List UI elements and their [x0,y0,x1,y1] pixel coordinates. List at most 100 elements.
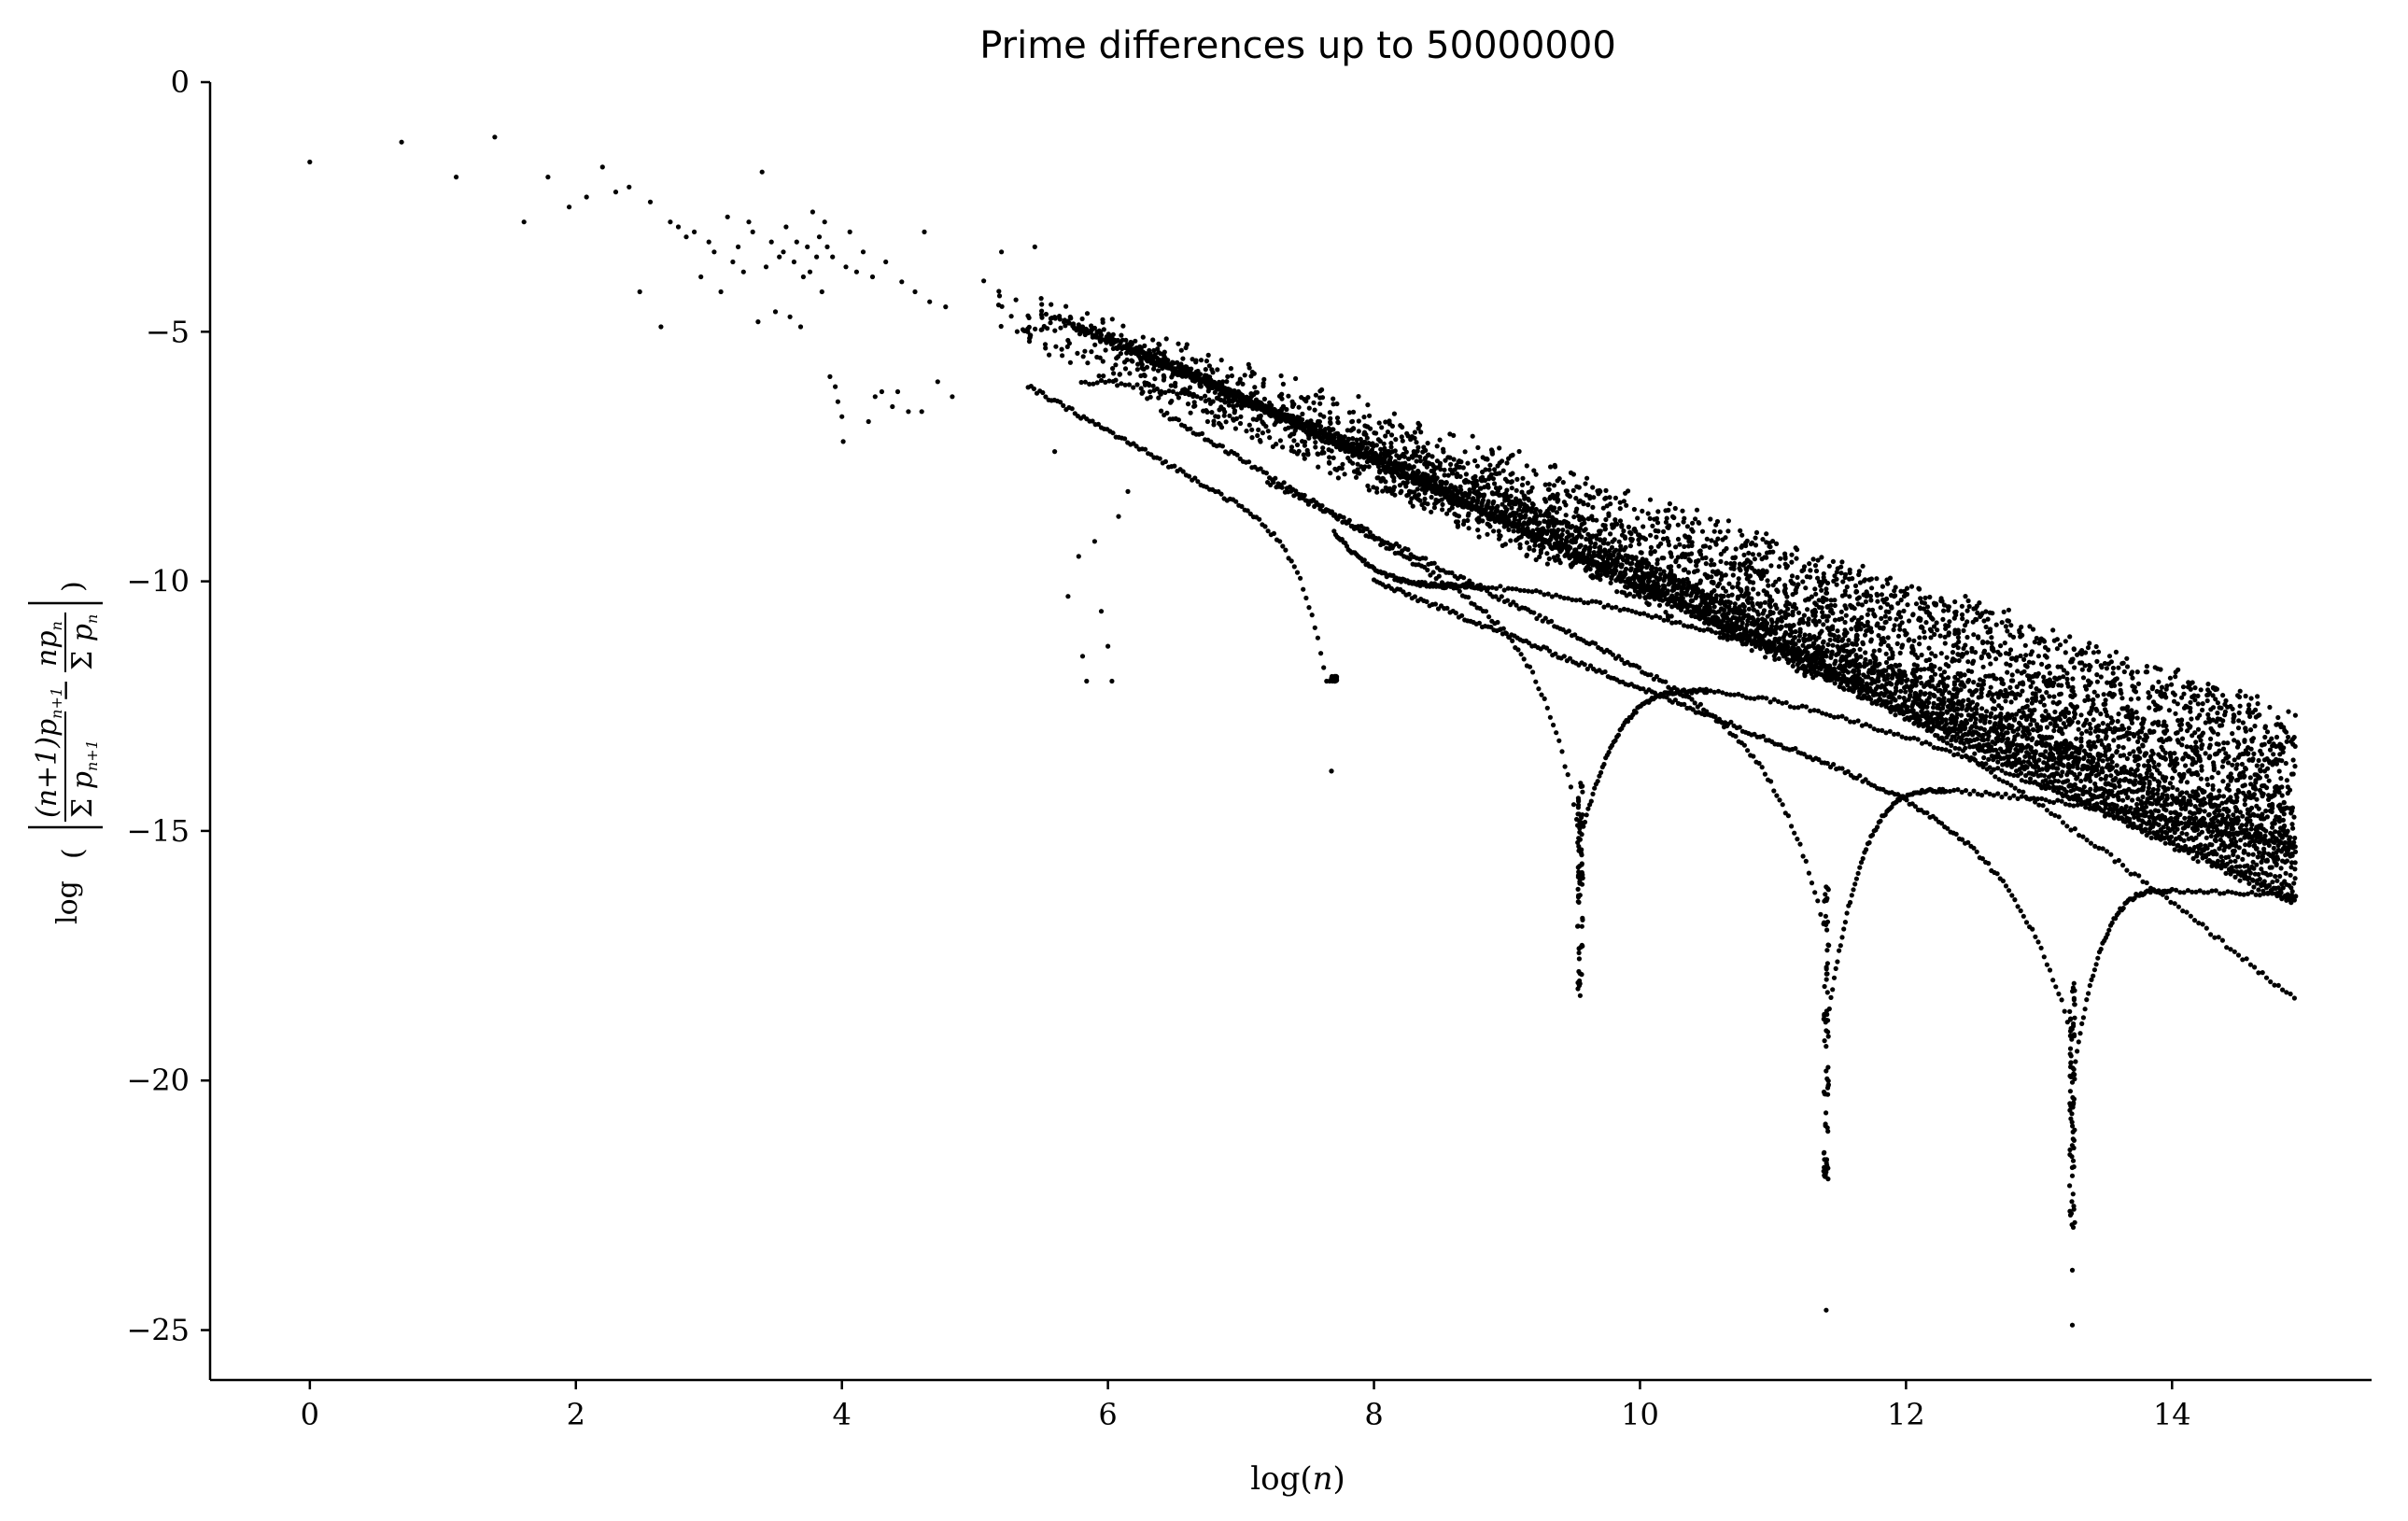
data-point [1955,700,1961,707]
data-point [1834,582,1839,587]
data-point [2150,721,2156,726]
data-point [1986,654,1992,659]
data-point [1922,595,1928,601]
data-point [1299,395,1304,401]
data-point [906,409,911,415]
data-point [1672,505,1678,512]
data-point [1843,656,1849,662]
data-point [1841,631,1847,637]
data-point [2095,649,2102,655]
data-point [1328,415,1333,421]
data-point [545,175,551,180]
data-point [1356,394,1361,400]
data-point [2044,725,2050,730]
data-point [2057,675,2063,681]
data-point [1429,509,1434,514]
data-point [1591,495,1597,500]
data-point [1291,431,1297,437]
data-point [1111,371,1117,376]
data-point [2232,738,2237,743]
data-point [2226,774,2232,780]
data-point [2072,754,2077,761]
data-point [2058,664,2064,669]
data-point [1485,531,1490,537]
data-point [1969,692,1975,697]
data-point [1500,468,1506,473]
data-point [1349,418,1356,424]
data-point [1753,542,1759,548]
data-point [2274,722,2280,727]
data-point [2248,782,2254,787]
data-point [894,388,901,395]
data-point [2198,776,2204,782]
data-point [1526,489,1531,495]
data-point [1758,601,1764,607]
data-point [2236,718,2242,724]
data-point [1952,657,1958,663]
data-point [1855,601,1861,607]
data-point [2130,683,2135,689]
data-point [1985,640,1991,645]
data-point [2178,726,2184,732]
data-point [2132,733,2137,739]
data-point [2018,653,2023,659]
data-point [1945,675,1951,681]
data-point [1746,550,1752,556]
data-point [1148,389,1153,395]
data-point [1480,474,1486,480]
data-point [1014,329,1020,334]
data-point [2194,769,2200,776]
data-point [637,289,642,295]
data-point [2126,737,2132,742]
data-point [1261,396,1267,401]
data-point [2041,674,2047,680]
data-point [1741,594,1747,599]
data-point [1353,474,1359,480]
data-point [833,384,838,389]
data-point [1941,608,1947,613]
data-point [1225,373,1231,379]
data-point [2173,674,2178,680]
data-point [1345,428,1350,433]
data-point [2091,697,2096,703]
data-point [2246,795,2252,800]
data-point [1548,504,1554,510]
data-point [1570,532,1575,538]
data-point [1749,565,1754,571]
data-point [2170,775,2176,781]
data-point [1824,626,1831,631]
data-point [1434,444,1440,449]
data-point [2020,632,2025,638]
data-point [1749,648,1754,654]
data-point [2189,794,2194,799]
data-point [1849,649,1854,655]
data-point [1990,611,1995,616]
data-point [2256,757,2261,764]
data-point [2223,751,2229,756]
data-point [2090,759,2096,765]
data-point [675,224,682,230]
data-point [2263,808,2269,814]
data-point [2125,704,2131,710]
data-point [1437,437,1443,443]
data-point [2192,685,2198,691]
data-point [2217,705,2222,711]
data-point [2086,678,2091,683]
data-point [1844,584,1850,590]
data-point [1551,523,1556,528]
data-point [1582,520,1587,526]
data-point [1405,466,1411,472]
data-point [1739,542,1745,549]
data-point [1941,683,1947,689]
data-point [1420,449,1426,455]
data-point [1806,622,1811,627]
data-point [711,249,717,255]
data-point [2270,806,2275,811]
data-point [1770,549,1776,555]
data-point [1975,610,1980,616]
data-point [1932,664,1937,669]
data-point [1109,678,1115,684]
data-point [1774,619,1780,625]
data-point [1626,488,1631,494]
data-point [1432,501,1438,507]
